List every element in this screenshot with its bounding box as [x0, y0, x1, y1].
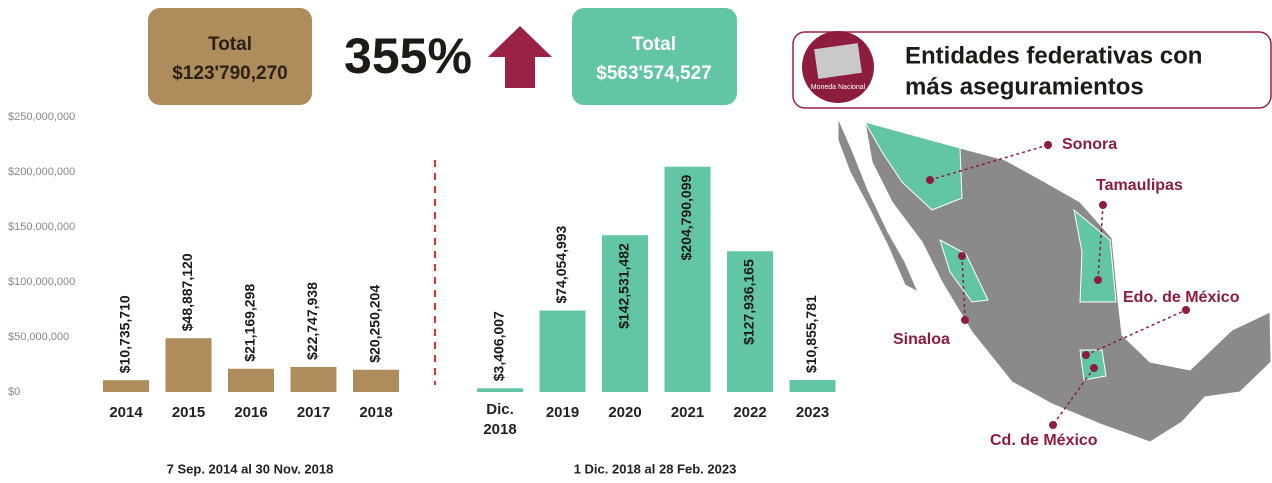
baja — [837, 117, 920, 294]
value-label: $142,531,482 — [616, 243, 632, 329]
value-label: $20,250,204 — [367, 285, 383, 363]
leader — [1097, 204, 1104, 281]
dot — [1044, 141, 1052, 149]
value-label: $21,169,298 — [242, 284, 258, 362]
bar — [477, 388, 523, 392]
value-label: $10,855,781 — [803, 295, 819, 373]
y-tick-label: $250,000,000 — [8, 111, 75, 123]
leader — [1085, 309, 1187, 356]
tamaulipas — [1073, 208, 1117, 303]
state-label: Sonora — [1062, 136, 1117, 153]
value-label: $204,790,099 — [678, 175, 694, 261]
bar — [290, 366, 337, 392]
total-box — [572, 8, 737, 105]
bar — [727, 251, 773, 392]
total-label: Total — [208, 34, 252, 55]
sonora — [863, 121, 963, 211]
bills-icon — [814, 43, 862, 79]
bar — [228, 368, 274, 392]
value-label: $74,054,993 — [553, 225, 569, 303]
x-tick-label: 2017 — [297, 404, 330, 421]
y-tick-label: $100,000,000 — [8, 276, 75, 288]
x-tick-label: 2023 — [796, 404, 829, 421]
bar — [353, 369, 399, 392]
x-tick-label: 2015 — [172, 404, 205, 421]
dot — [1090, 364, 1098, 372]
value-label: $127,936,165 — [741, 259, 757, 345]
bar — [664, 166, 711, 392]
period-label: 7 Sep. 2014 al 30 Nov. 2018 — [167, 461, 334, 476]
dot — [1094, 276, 1102, 284]
x-tick-label: 2019 — [546, 404, 579, 421]
bar — [539, 310, 586, 392]
value-label: $48,887,120 — [179, 253, 195, 331]
y-tick-label: $150,000,000 — [8, 221, 75, 233]
state-label: Cd. de México — [990, 432, 1098, 449]
map-header — [792, 31, 1272, 109]
y-tick-label: $200,000,000 — [8, 166, 75, 178]
x-tick-label: 2016 — [234, 404, 267, 421]
map — [837, 117, 1272, 443]
x-tick-label: 2021 — [671, 404, 704, 421]
bar — [789, 380, 836, 392]
bar — [602, 235, 648, 392]
bar — [165, 338, 212, 392]
up-arrow — [488, 26, 552, 88]
state-label: Tamaulipas — [1096, 177, 1183, 194]
dot — [961, 316, 969, 324]
map-title: Entidades federativas con — [905, 42, 1202, 69]
leader — [961, 255, 966, 321]
x-tick-label: 2014 — [109, 404, 143, 421]
mainland — [864, 121, 1272, 443]
total-value: $123'790,270 — [172, 63, 287, 84]
leader — [929, 144, 1049, 181]
change: 355% — [344, 28, 472, 84]
x-tick-label: Dic. 2018 — [483, 401, 516, 438]
bar — [103, 380, 149, 392]
value-label: $3,406,007 — [491, 311, 507, 381]
icon-label: Moneda Nacional — [811, 84, 866, 91]
x-tick-label: 2018 — [359, 404, 392, 421]
total-label: Total — [632, 34, 676, 55]
dot — [1182, 306, 1190, 314]
value-label: $22,747,938 — [304, 282, 320, 360]
value-label: $10,735,710 — [117, 295, 133, 373]
dot — [1049, 421, 1057, 429]
dot — [926, 176, 934, 184]
map-title: más aseguramientos — [905, 73, 1144, 100]
y-tick-label: $0 — [8, 386, 20, 398]
total-box — [148, 8, 312, 105]
total-value: $563'574,527 — [596, 63, 711, 84]
period-label: 1 Dic. 2018 al 28 Feb. 2023 — [574, 461, 737, 476]
dot — [1099, 201, 1107, 209]
state-label: Sinaloa — [893, 331, 950, 348]
sinaloa — [939, 238, 989, 303]
dot — [1082, 351, 1090, 359]
x-tick-label: 2020 — [608, 404, 641, 421]
state-label: Edo. de México — [1123, 289, 1240, 306]
dot — [958, 252, 966, 260]
y-tick-label: $50,000,000 — [8, 331, 69, 343]
x-tick-label: 2022 — [733, 404, 766, 421]
